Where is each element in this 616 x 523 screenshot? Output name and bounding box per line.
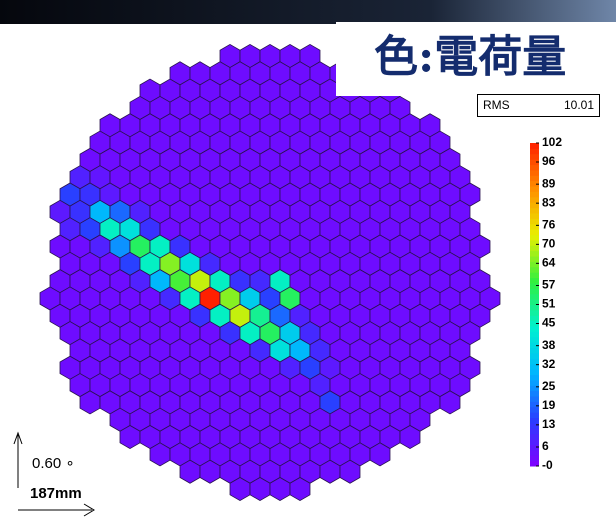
colorbar-segment xyxy=(530,191,539,197)
colorbar-segment xyxy=(530,170,539,176)
scale-length: 187mm xyxy=(30,485,82,502)
colorbar-tick-label: 102 xyxy=(542,135,562,149)
colorbar-segment xyxy=(530,148,539,154)
colorbar-segment xyxy=(530,278,539,284)
colorbar-tick-label: 13 xyxy=(542,417,556,431)
scale-angle: 0.60 ∘ xyxy=(32,455,75,472)
colorbar-segment xyxy=(530,337,539,343)
colorbar-segment xyxy=(530,315,539,321)
colorbar-segment xyxy=(530,380,539,386)
page: 色:電荷量 RMS 10.01 102 96 89 83 76 70 64 57 51 45 38 3… xyxy=(0,0,616,523)
colorbar-segment xyxy=(530,143,539,149)
colorbar-segment xyxy=(530,342,539,348)
colorbar-segment xyxy=(530,272,539,278)
camera xyxy=(40,44,500,500)
colorbar-segment xyxy=(530,353,539,359)
colorbar-segment xyxy=(530,326,539,332)
colorbar-tick-label: 70 xyxy=(542,237,556,251)
colorbar-segment xyxy=(530,294,539,300)
colorbar-segment xyxy=(530,288,539,294)
colorbar-segment xyxy=(530,175,539,181)
colorbar-segment xyxy=(530,240,539,246)
colorbar-segment xyxy=(530,358,539,364)
slide-band xyxy=(0,0,616,24)
colorbar-segment xyxy=(530,455,539,461)
colorbar-tick-label: 6 xyxy=(542,439,549,453)
colorbar-tick-label: 76 xyxy=(542,218,556,232)
colorbar-tick-label: 57 xyxy=(542,278,556,292)
chart: 色:電荷量 RMS 10.01 102 96 89 83 76 70 64 57 51 45 38 3… xyxy=(0,0,616,523)
colorbar-segment xyxy=(530,391,539,397)
colorbar-segment xyxy=(530,224,539,230)
stats-value: 10.01 xyxy=(564,98,594,112)
colorbar-segment xyxy=(530,186,539,192)
colorbar-segment xyxy=(530,261,539,267)
colorbar-segment xyxy=(530,412,539,418)
colorbar: 102 96 89 83 76 70 64 57 51 45 38 32 25 19 13 6 -0 xyxy=(530,135,562,472)
colorbar-segment xyxy=(530,374,539,380)
colorbar-tick-label: 64 xyxy=(542,256,556,270)
colorbar-segment xyxy=(530,213,539,219)
colorbar-tick-label: 89 xyxy=(542,176,556,190)
colorbar-segment xyxy=(530,407,539,413)
colorbar-segment xyxy=(530,305,539,311)
colorbar-segment xyxy=(530,208,539,214)
colorbar-segment xyxy=(530,267,539,273)
colorbar-segment xyxy=(530,251,539,257)
colorbar-segment xyxy=(530,181,539,187)
colorbar-tick-label: -0 xyxy=(542,458,553,472)
colorbar-segment xyxy=(530,229,539,235)
colorbar-tick-label: 51 xyxy=(542,297,556,311)
colorbar-segment xyxy=(530,256,539,262)
colorbar-segment xyxy=(530,434,539,440)
colorbar-segment xyxy=(530,235,539,241)
colorbar-segment xyxy=(530,310,539,316)
colorbar-segment xyxy=(530,245,539,251)
colorbar-tick-label: 96 xyxy=(542,154,556,168)
colorbar-segment xyxy=(530,369,539,375)
colorbar-tick-label: 45 xyxy=(542,316,556,330)
colorbar-segment xyxy=(530,439,539,445)
colorbar-segment xyxy=(530,165,539,171)
colorbar-segment xyxy=(530,423,539,429)
colorbar-segment xyxy=(530,401,539,407)
colorbar-segment xyxy=(530,428,539,434)
colorbar-segment xyxy=(530,450,539,456)
colorbar-tick-label: 19 xyxy=(542,398,556,412)
stats-label: RMS xyxy=(483,98,510,112)
colorbar-segment xyxy=(530,197,539,203)
colorbar-segment xyxy=(530,218,539,224)
colorbar-segment xyxy=(530,331,539,337)
colorbar-segment xyxy=(530,348,539,354)
colorbar-tick-label: 38 xyxy=(542,338,556,352)
colorbar-tick-label: 83 xyxy=(542,195,556,209)
colorbar-segment xyxy=(530,396,539,402)
colorbar-tick-label: 25 xyxy=(542,379,556,393)
colorbar-tick-label: 32 xyxy=(542,357,556,371)
colorbar-segment xyxy=(530,154,539,160)
colorbar-segment xyxy=(530,418,539,424)
colorbar-segment xyxy=(530,385,539,391)
chart-title: 色:電荷量 xyxy=(374,32,566,83)
